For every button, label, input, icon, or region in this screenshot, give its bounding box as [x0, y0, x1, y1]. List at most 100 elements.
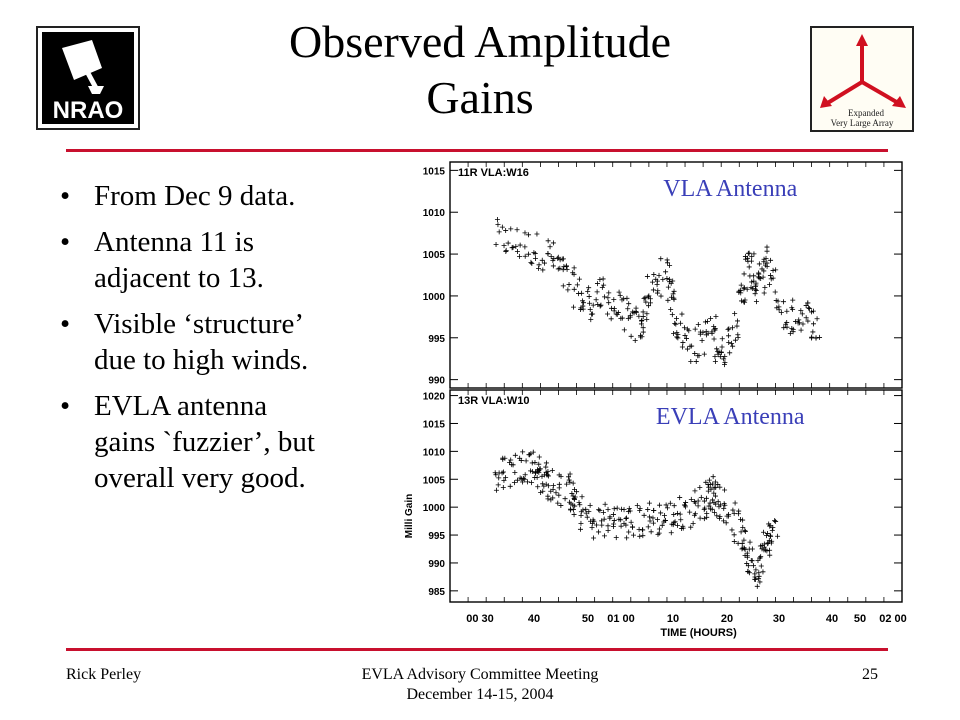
data-point: [611, 306, 617, 312]
data-point: [753, 567, 759, 573]
data-point: [605, 295, 611, 301]
data-point: [678, 320, 684, 326]
data-point: [662, 517, 668, 523]
data-point: [671, 331, 677, 337]
data-point: [712, 359, 718, 365]
data-point: [716, 515, 722, 521]
data-point: [803, 315, 809, 321]
data-point: [545, 493, 551, 499]
bullet-dot-icon: •: [60, 180, 71, 212]
data-point: [719, 336, 725, 342]
data-point: [761, 268, 767, 274]
bullet-dot-icon: •: [60, 390, 71, 422]
data-point: [545, 250, 551, 256]
data-point: [748, 258, 754, 264]
data-point: [736, 288, 742, 294]
data-point: [604, 311, 610, 317]
data-point: [739, 298, 745, 304]
evla-tri-arrow-icon: Expanded Very Large Array: [820, 34, 906, 128]
data-point: [526, 232, 532, 238]
data-point: [732, 337, 738, 343]
data-point: [642, 295, 648, 301]
data-point: [517, 242, 523, 248]
y-tick-label: 1015: [423, 419, 446, 430]
data-point: [668, 530, 674, 536]
data-point: [647, 300, 653, 306]
data-point: [588, 317, 594, 323]
data-point: [543, 460, 549, 466]
data-point: [530, 449, 536, 455]
data-point: [767, 547, 773, 553]
data-point: [645, 507, 651, 513]
y-tick-label: 1015: [423, 166, 446, 177]
bullet-item: • EVLA antenna gains `fuzzier’, but over…: [58, 388, 388, 496]
data-point: [796, 317, 802, 323]
data-point: [502, 455, 508, 461]
data-point: [548, 253, 554, 259]
data-point: [666, 276, 672, 282]
data-point: [789, 305, 795, 311]
data-point: [679, 344, 685, 350]
data-point: [697, 515, 703, 521]
data-point: [638, 318, 644, 324]
bullet-text: adjacent to 13.: [94, 262, 264, 294]
data-point: [730, 325, 736, 331]
data-point: [633, 309, 639, 315]
data-point: [571, 286, 577, 292]
data-point: [773, 518, 779, 524]
data-point: [507, 483, 513, 489]
data-point: [731, 539, 737, 545]
nrao-logo-text: NRAO: [53, 97, 124, 124]
data-point: [742, 527, 748, 533]
data-point: [579, 494, 585, 500]
data-point: [599, 518, 605, 524]
data-point: [526, 251, 532, 257]
data-point: [618, 523, 624, 529]
data-point: [692, 488, 698, 494]
bullet-item: • Visible ‘structure’ due to high winds.: [58, 306, 388, 378]
evla-logo-line1: Expanded: [848, 108, 884, 118]
data-point: [532, 255, 538, 261]
data-point: [536, 262, 542, 268]
bullet-text: overall very good.: [94, 462, 306, 494]
data-point: [769, 527, 775, 533]
data-point: [513, 243, 519, 249]
data-point: [756, 573, 762, 579]
footer-author: Rick Perley: [66, 666, 142, 683]
data-point: [506, 460, 512, 466]
data-point: [515, 477, 521, 483]
data-point: [713, 314, 719, 320]
data-point: [711, 509, 717, 515]
data-point: [805, 318, 811, 324]
data-point: [719, 344, 725, 350]
data-point: [625, 306, 631, 312]
data-point: [541, 260, 547, 266]
data-point: [634, 503, 640, 509]
data-point: [614, 505, 620, 511]
data-point: [545, 238, 551, 244]
data-point: [679, 526, 685, 532]
data-point: [732, 311, 738, 317]
data-point: [519, 479, 525, 485]
data-point: [803, 303, 809, 309]
data-point: [535, 467, 541, 473]
data-point: [627, 508, 633, 514]
data-point: [599, 522, 605, 528]
data-point: [558, 502, 564, 508]
data-point: [586, 285, 592, 291]
data-point: [601, 516, 607, 522]
data-point: [701, 498, 707, 504]
x-tick-label: 02 00: [879, 613, 907, 625]
data-point: [632, 337, 638, 343]
bullet-dot-icon: •: [60, 226, 71, 258]
data-point: [523, 458, 529, 464]
data-point: [600, 276, 606, 282]
data-point: [715, 499, 721, 505]
data-point: [630, 524, 636, 530]
data-point: [784, 324, 790, 330]
data-point: [668, 294, 674, 300]
data-point: [714, 513, 720, 519]
data-point: [761, 259, 767, 265]
data-point: [587, 502, 593, 508]
data-point: [617, 293, 623, 299]
